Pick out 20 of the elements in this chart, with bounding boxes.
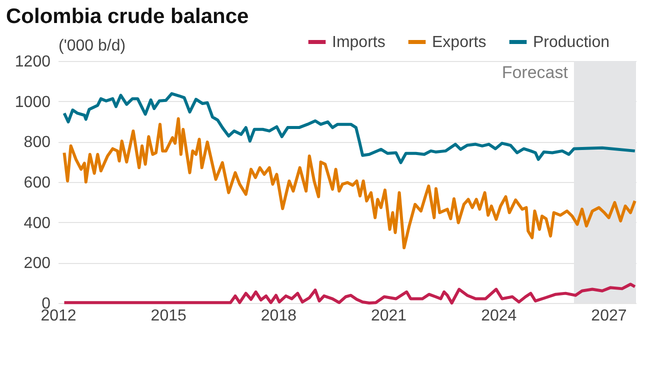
chart-title: Colombia crude balance — [6, 5, 249, 28]
line-series — [62, 92, 636, 164]
y-axis-title: ('000 b/d) — [58, 38, 126, 54]
x-tick-label: 2021 — [370, 308, 407, 324]
x-tick-label: 2018 — [260, 308, 297, 324]
y-tick-label: 800 — [24, 134, 51, 152]
y-tick-label: 200 — [24, 255, 51, 272]
legend-label: Imports — [332, 34, 386, 51]
y-tick-label: 1200 — [14, 54, 51, 70]
legend-label: Exports — [432, 34, 486, 51]
band-label: Forecast — [502, 63, 568, 82]
x-tick-label: 2024 — [481, 308, 517, 324]
y-tick-label: 600 — [24, 174, 51, 192]
legend-label: Production — [533, 34, 610, 51]
y-tick-label: 400 — [24, 214, 51, 232]
line-series — [62, 282, 636, 304]
x-tick-label: 2027 — [591, 308, 627, 324]
y-tick-label: 1000 — [14, 94, 51, 111]
x-tick-label: 2015 — [150, 308, 186, 324]
line-series — [62, 117, 636, 250]
